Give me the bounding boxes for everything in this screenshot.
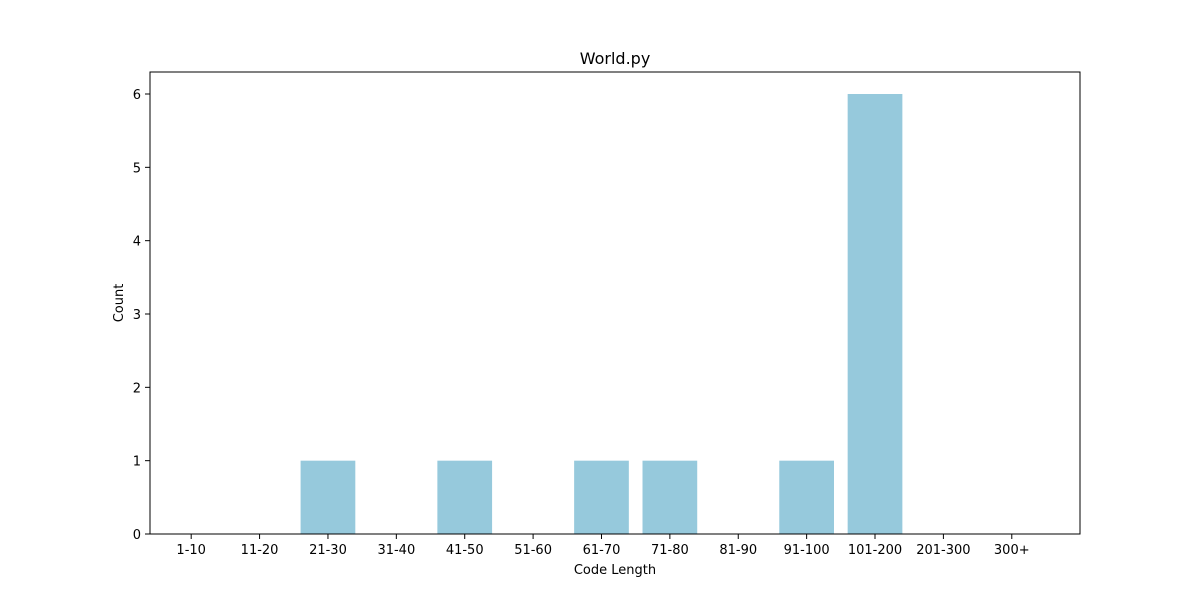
x-tick-label: 300+ — [994, 543, 1030, 558]
bar-91-100 — [779, 460, 834, 534]
bar-61-70 — [574, 460, 629, 534]
y-tick-label: 2 — [133, 381, 141, 396]
bar-41-50 — [437, 460, 493, 534]
y-tick-label: 4 — [133, 235, 141, 250]
y-tick-label: 0 — [133, 528, 141, 543]
bar-101-200 — [847, 94, 903, 534]
x-tick-label: 41-50 — [446, 543, 484, 558]
bar-71-80 — [642, 460, 698, 534]
chart-title: World.py — [580, 49, 651, 68]
x-axis-label: Code Length — [574, 563, 656, 578]
x-tick-label: 11-20 — [241, 543, 279, 558]
x-tick-label: 81-90 — [719, 543, 757, 558]
x-ticks-group: 1-10 11-20 21-30 31-40 41-50 51-60 61-70 71-80 8… — [176, 534, 1030, 558]
y-tick-label: 1 — [133, 455, 141, 470]
bar-21-30 — [300, 460, 356, 534]
y-tick-label: 3 — [133, 308, 141, 323]
y-axis-label: Count — [112, 284, 127, 323]
x-tick-label: 1-10 — [176, 543, 206, 558]
bars-group — [300, 94, 903, 534]
x-tick-label: 201-300 — [916, 543, 970, 558]
y-tick-label: 5 — [133, 161, 141, 176]
x-tick-label: 61-70 — [583, 543, 621, 558]
x-tick-label: 91-100 — [784, 543, 830, 558]
x-tick-label: 31-40 — [377, 543, 415, 558]
x-tick-label: 71-80 — [651, 543, 689, 558]
x-tick-label: 101-200 — [848, 543, 902, 558]
y-tick-label: 6 — [133, 88, 141, 103]
y-ticks-group: 0 1 2 3 4 5 6 — [133, 88, 150, 543]
plot-area-frame — [149, 71, 1081, 535]
x-tick-label: 51-60 — [514, 543, 552, 558]
x-tick-label: 21-30 — [309, 543, 347, 558]
